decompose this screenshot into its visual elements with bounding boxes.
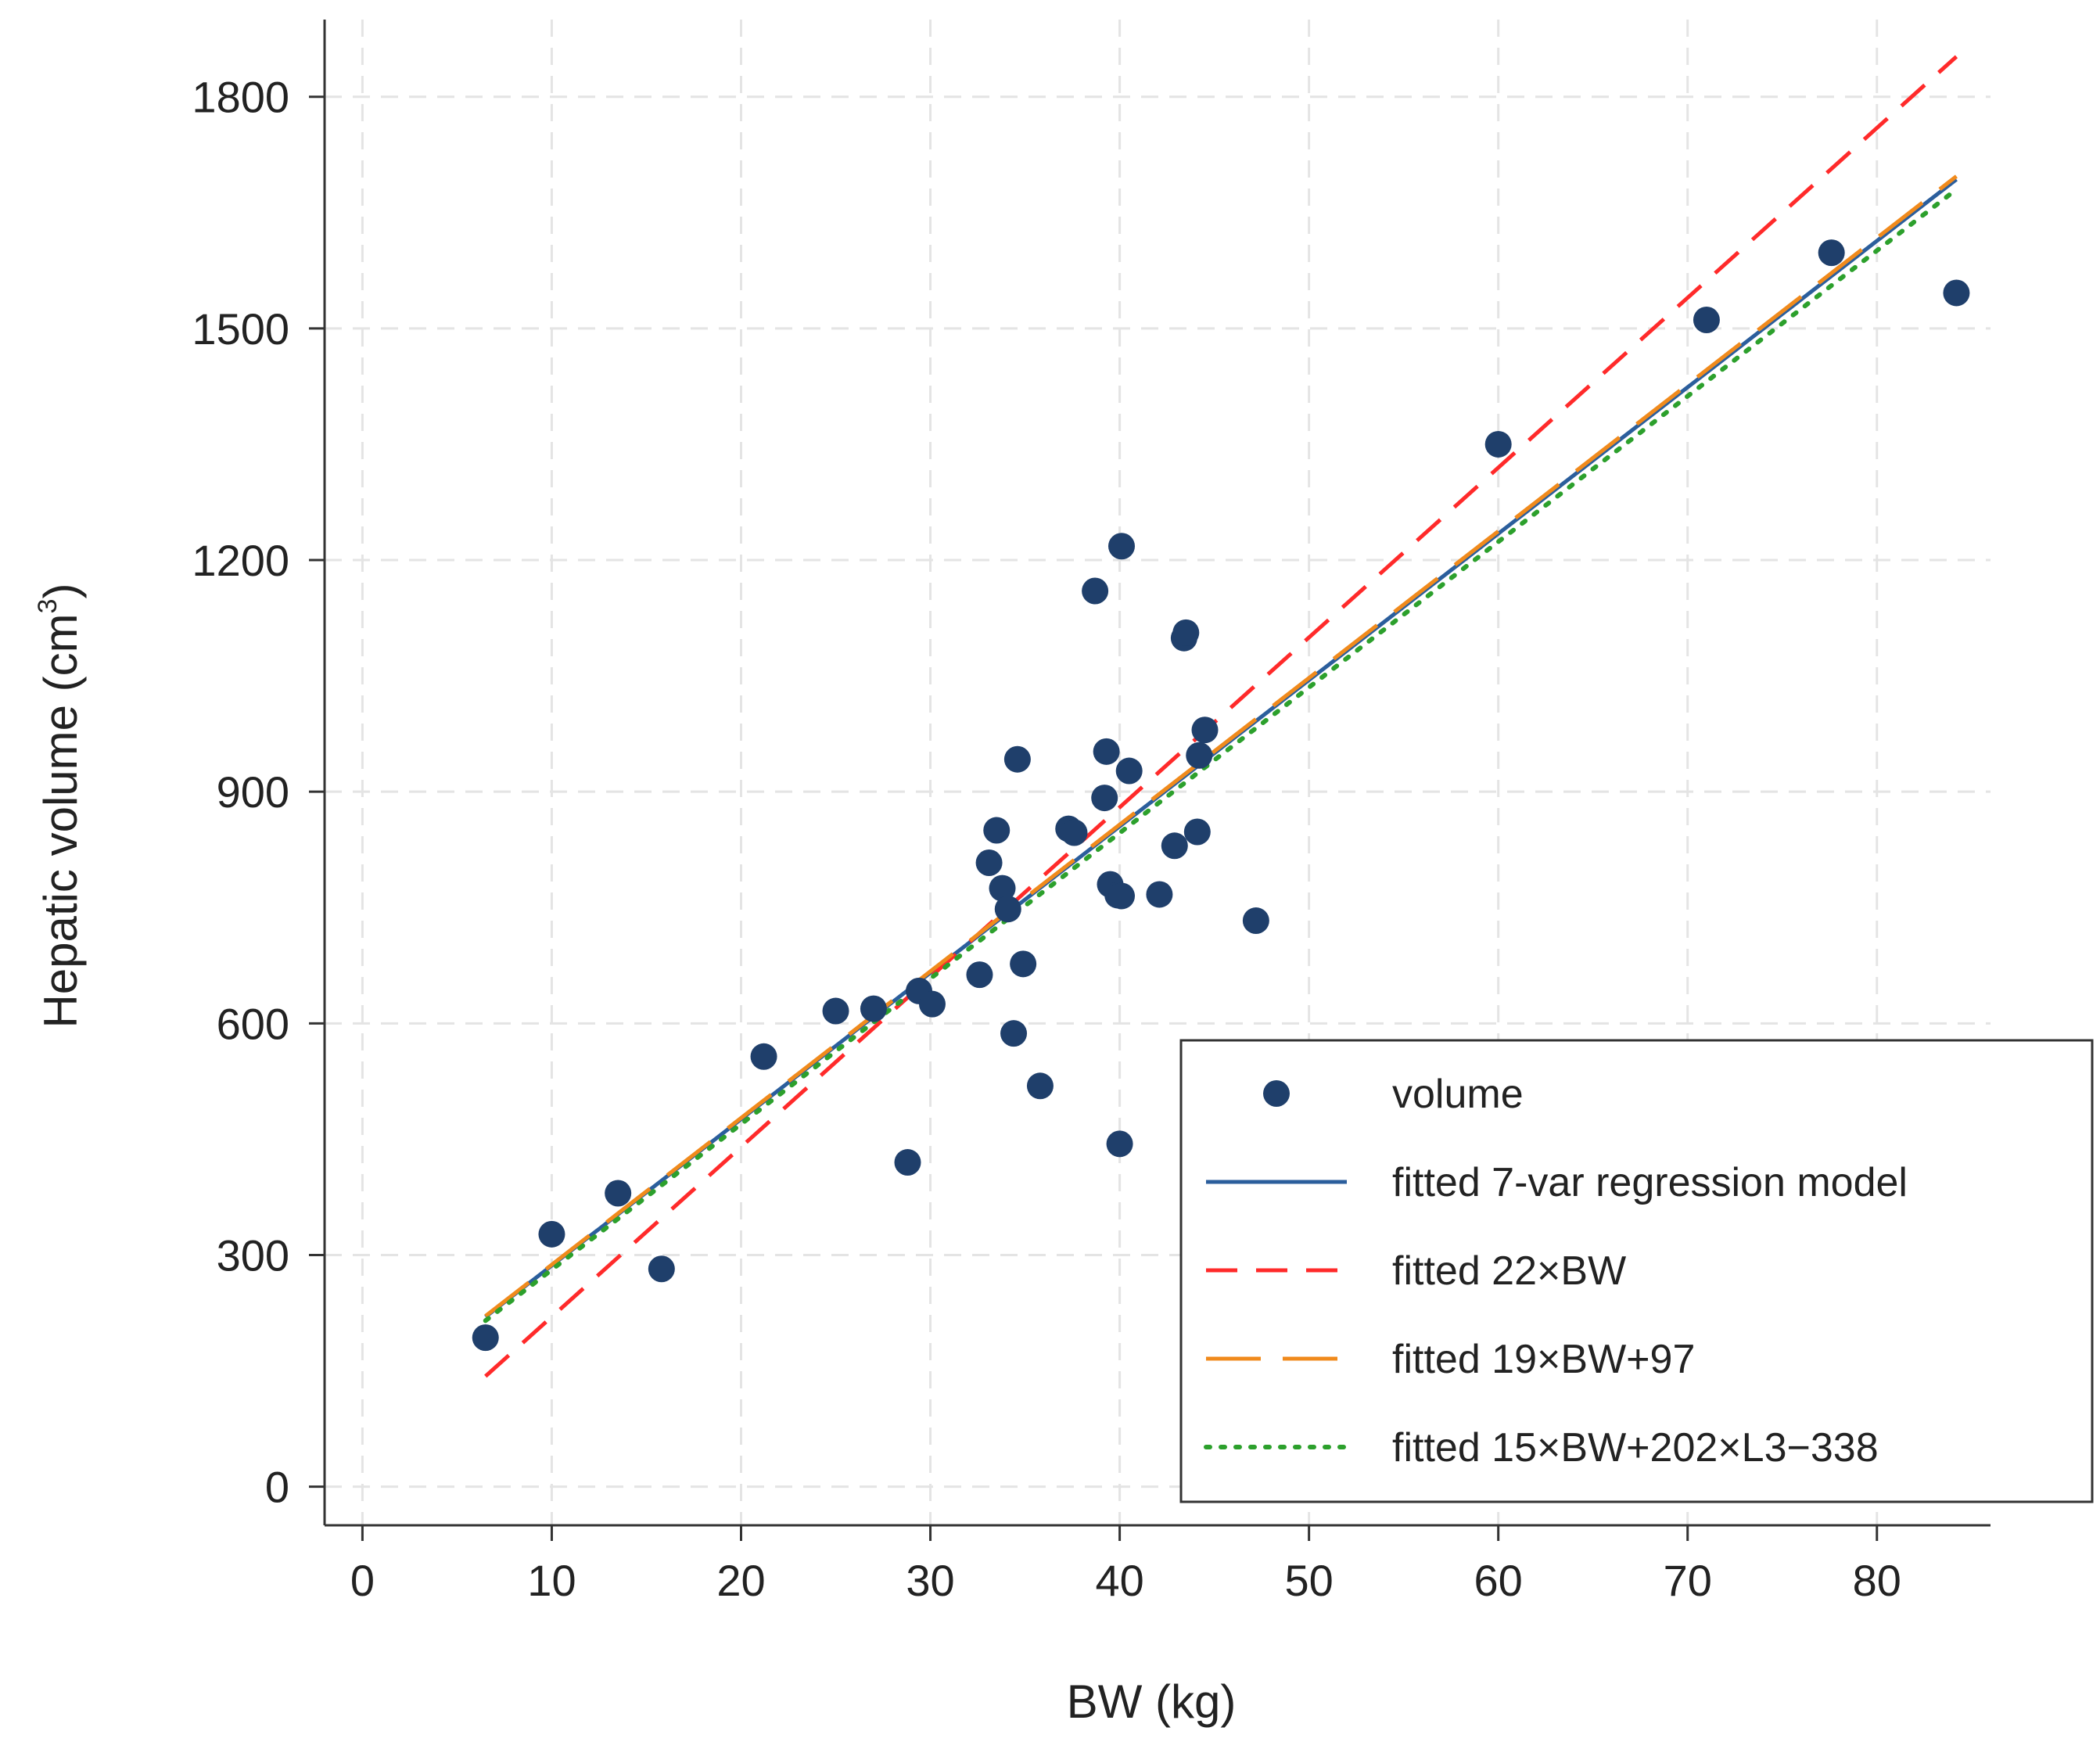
x-tick-label: 70 <box>1664 1556 1712 1605</box>
data-point <box>605 1180 632 1207</box>
data-point <box>860 995 887 1022</box>
legend-label: volume <box>1392 1072 1524 1117</box>
data-point <box>1172 619 1200 646</box>
legend: volume fitted 7-var regression model fitte… <box>1179 1039 2094 1503</box>
legend-swatch <box>1263 1080 1290 1107</box>
legend-label: fitted 7-var regression model <box>1392 1160 1908 1205</box>
data-point <box>1003 745 1031 773</box>
data-point <box>1693 307 1720 334</box>
x-tick-label: 50 <box>1284 1556 1333 1605</box>
data-point <box>1146 881 1173 908</box>
y-tick-label: 1200 <box>192 536 289 585</box>
legend-label: fitted 19×BW+97 <box>1392 1337 1695 1382</box>
data-point <box>1082 577 1109 605</box>
y-tick-label: 1800 <box>192 73 289 122</box>
data-point <box>1000 1020 1028 1047</box>
x-tick-label: 0 <box>350 1556 375 1605</box>
data-point <box>1161 832 1188 860</box>
data-point <box>975 849 1003 876</box>
series-layer <box>483 55 1959 1378</box>
points-layer <box>472 239 1970 1352</box>
fitted-line <box>483 187 1959 1323</box>
data-point <box>894 1149 921 1176</box>
y-axis-title-superscript: 3 <box>33 598 63 613</box>
data-point <box>1010 950 1037 978</box>
y-tick-label: 0 <box>265 1463 289 1512</box>
data-point <box>822 997 849 1025</box>
legend-label: fitted 15×BW+202×L3−338 <box>1392 1425 1879 1471</box>
data-point <box>1242 907 1269 935</box>
axes-layer: 0 10 20 30 40 50 60 70 80 0 300 600 900 1200 1500 1800 <box>192 20 1991 1605</box>
data-point <box>918 990 946 1018</box>
data-point <box>1183 818 1211 846</box>
data-point <box>1186 742 1213 769</box>
data-point <box>1091 785 1118 812</box>
data-point <box>1943 279 1970 307</box>
x-tick-label: 40 <box>1095 1556 1143 1605</box>
y-tick-label: 1500 <box>192 304 289 354</box>
x-tick-label: 20 <box>716 1556 765 1605</box>
legend-label: fitted 22×BW <box>1392 1248 1626 1294</box>
fitted-line <box>484 55 1958 1378</box>
y-tick-label: 900 <box>217 767 289 817</box>
data-point <box>983 817 1011 844</box>
data-point <box>1818 239 1845 267</box>
x-tick-label: 30 <box>906 1556 954 1605</box>
data-point <box>1108 882 1136 910</box>
data-point <box>1108 533 1136 560</box>
data-point <box>1061 819 1088 846</box>
y-axis-title-close: ) <box>34 583 87 598</box>
y-tick-label: 300 <box>217 1230 289 1280</box>
data-point <box>472 1324 499 1352</box>
data-point <box>966 961 993 989</box>
data-point <box>1191 716 1219 744</box>
y-axis-title-main: Hepatic volume (cm <box>34 613 87 1028</box>
data-point <box>538 1220 565 1248</box>
data-point <box>989 874 1016 902</box>
x-tick-label: 10 <box>527 1556 576 1605</box>
data-point <box>1106 1130 1133 1158</box>
fitted-line <box>484 174 1958 1318</box>
data-point <box>1115 757 1143 785</box>
data-point <box>994 896 1021 923</box>
x-tick-label: 80 <box>1853 1556 1901 1605</box>
x-axis-title: BW (kg) <box>1067 1675 1237 1728</box>
x-tick-label: 60 <box>1474 1556 1523 1605</box>
data-point <box>648 1255 675 1283</box>
y-tick-label: 600 <box>217 999 289 1048</box>
data-point <box>1484 430 1512 458</box>
y-axis-title: Hepatic volume (cm3) <box>33 583 87 1028</box>
data-point <box>1093 738 1120 765</box>
data-point <box>750 1043 777 1070</box>
data-point <box>1026 1072 1054 1100</box>
